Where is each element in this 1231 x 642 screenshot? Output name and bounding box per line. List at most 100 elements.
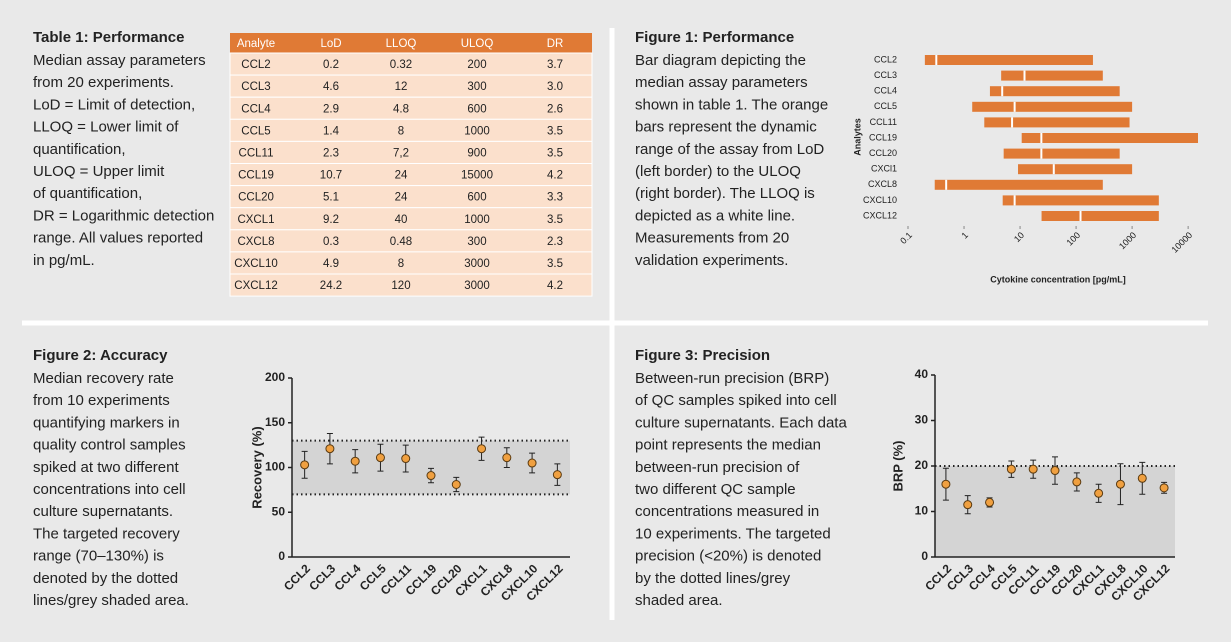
caption-line: denoted by the dotted — [33, 570, 178, 587]
caption-line: LoD = Limit of detection, — [33, 96, 195, 113]
range-bar — [934, 179, 1103, 190]
table-cell: 2.6 — [547, 103, 563, 115]
table-cell: 3.7 — [547, 59, 563, 71]
caption-line: LLOQ = Lower limit of — [33, 119, 179, 136]
point — [300, 460, 310, 470]
y-tick-label: 10 — [915, 504, 929, 518]
table-cell: CXCL10 — [234, 258, 277, 270]
y-tick-label: CCL20 — [869, 148, 897, 158]
caption-line: depicted as a white line. — [635, 207, 795, 224]
y-tick-label: CCL3 — [874, 70, 897, 80]
table-row-bg — [229, 273, 593, 297]
table-cell: 900 — [467, 147, 486, 159]
caption-line: of quantification, — [33, 185, 142, 202]
table-cell: 15000 — [461, 170, 493, 182]
table-cell: 3.5 — [547, 214, 563, 226]
point — [1050, 466, 1060, 476]
table-cell: 2.9 — [323, 103, 339, 115]
point — [1006, 464, 1016, 474]
table-cell: 4.2 — [547, 170, 563, 182]
table-cell: 0.3 — [323, 236, 339, 248]
table-row-bg — [229, 118, 593, 142]
table-cell: CCL3 — [241, 81, 270, 93]
block-title: Figure 1: Performance — [635, 29, 794, 46]
caption-line: median assay parameters — [635, 74, 808, 91]
table-cell: 2.3 — [547, 236, 563, 248]
table-cell: 24 — [395, 192, 408, 204]
y-tick-label: CCL4 — [874, 86, 897, 96]
table-cell: 24.2 — [320, 280, 342, 292]
y-tick-label: CCL19 — [869, 132, 897, 142]
table-cell: 8 — [398, 258, 404, 270]
target-band — [292, 440, 570, 495]
x-tick-label: CCL2 — [281, 561, 313, 593]
caption-line: (left border) to the ULOQ — [635, 163, 801, 180]
x-axis-label: Cytokine concentration [pg/mL] — [990, 274, 1126, 284]
table-cell: 12 — [395, 81, 408, 93]
block-title: Table 1: Performance — [33, 29, 184, 46]
x-tick-label: 10 — [1012, 230, 1026, 244]
y-tick-label: CXCl1 — [871, 164, 897, 174]
range-bar — [972, 101, 1133, 112]
caption-line: of QC samples spiked into cell — [635, 392, 837, 409]
y-tick-label: CXCL10 — [863, 195, 897, 205]
table-cell: CXCL1 — [237, 214, 274, 226]
caption-line: range (70–130%) is — [33, 548, 164, 565]
table-cell: 4.6 — [323, 81, 339, 93]
table-cell: 1000 — [464, 125, 490, 137]
range-bar — [1003, 148, 1120, 159]
point — [426, 471, 436, 481]
y-tick-label: CCL2 — [874, 54, 897, 64]
range-bar — [1001, 70, 1103, 81]
y-tick-label: 40 — [915, 367, 929, 381]
x-tick-label: CCL3 — [306, 561, 338, 593]
table-cell: 24 — [395, 170, 408, 182]
y-tick-label: 50 — [272, 504, 286, 518]
table-header: LLOQ — [386, 38, 417, 50]
table-cell: 10.7 — [320, 170, 342, 182]
table-row-bg — [229, 207, 593, 231]
table-cell: 1.4 — [323, 125, 340, 137]
caption-line: precision (<20%) is denoted — [635, 548, 821, 565]
point — [1072, 477, 1082, 487]
caption-line: culture supernatants. Each data — [635, 414, 847, 431]
table-cell: 9.2 — [323, 214, 339, 226]
caption-line: Bar diagram depicting the — [635, 52, 806, 69]
caption-line: from 10 experiments — [33, 392, 170, 409]
range-bar — [1041, 211, 1159, 221]
table-cell: CCL20 — [238, 192, 274, 204]
range-bar — [1018, 164, 1133, 175]
table-header: LoD — [320, 38, 341, 50]
table-cell: CXCL12 — [234, 280, 277, 292]
caption-line: concentrations measured in — [635, 503, 819, 520]
point — [1115, 479, 1125, 489]
point — [527, 458, 537, 468]
caption-line: DR = Logarithmic detection — [33, 207, 214, 224]
y-tick-label: CXCL12 — [863, 210, 897, 220]
table-cell: 40 — [395, 214, 408, 226]
caption-line: range. All values reported — [33, 230, 203, 247]
caption-line: quality control samples — [33, 437, 186, 454]
y-tick-label: CCL5 — [874, 101, 897, 111]
point — [985, 497, 995, 507]
table-header: DR — [547, 38, 564, 50]
range-bar — [924, 55, 1093, 65]
point — [941, 479, 951, 489]
caption-line: Median recovery rate — [33, 370, 174, 387]
table-cell: 300 — [467, 236, 486, 248]
y-axis-label: Recovery (%) — [249, 426, 264, 508]
table-cell: CXCL8 — [237, 236, 274, 248]
table-row-bg — [229, 74, 593, 98]
y-tick-label: 0 — [278, 549, 285, 563]
table-header-bg — [230, 33, 592, 53]
table-cell: CCL5 — [241, 125, 270, 137]
point — [477, 444, 487, 454]
table-cell: 120 — [391, 280, 410, 292]
caption-line: range of the assay from LoD — [635, 141, 824, 158]
caption-line: validation experiments. — [635, 252, 788, 269]
point — [350, 456, 360, 466]
caption-line: in pg/mL. — [33, 252, 95, 269]
caption-line: Between-run precision (BRP) — [635, 370, 829, 387]
table-cell: 3.0 — [547, 81, 563, 93]
